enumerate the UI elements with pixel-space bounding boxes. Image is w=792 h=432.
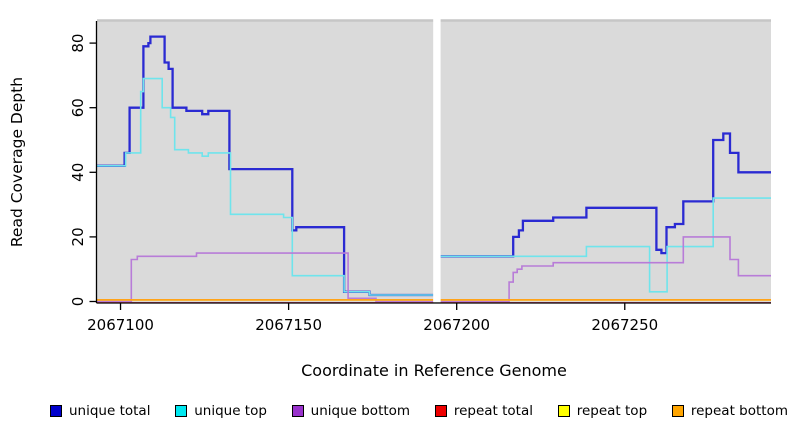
legend-label: unique top	[194, 403, 267, 419]
y-tick-label: 40	[69, 163, 87, 182]
series-line	[97, 35, 434, 297]
y-tick-label: 0	[69, 297, 87, 307]
legend-item: repeat top	[557, 403, 648, 419]
legend-label: repeat top	[576, 403, 648, 419]
legend-swatch	[175, 405, 188, 417]
x-tick-label: 2067200	[423, 316, 490, 334]
legend-item: repeat bottom	[671, 403, 788, 419]
legend-label: repeat total	[453, 403, 533, 419]
legend-swatch	[434, 405, 447, 417]
x-tick-label: 2067100	[87, 316, 154, 334]
y-tick-label: 60	[69, 98, 87, 117]
series-line	[440, 197, 771, 293]
legend-item: repeat total	[434, 403, 533, 419]
legend-label: unique total	[69, 403, 151, 419]
legend-item: unique top	[175, 403, 267, 419]
series-line	[440, 132, 771, 258]
x-axis-title: Coordinate in Reference Genome	[301, 361, 567, 380]
legend-item: unique total	[50, 403, 150, 419]
series-line	[97, 252, 434, 303]
plot-area: 0 20 40 60 80 2067100 2067150 2067200 2067250	[69, 19, 771, 334]
x-tick-label: 2067150	[255, 316, 322, 334]
y-tick-label: 20	[69, 227, 87, 246]
gap-band	[433, 19, 441, 302]
legend-item: unique bottom	[291, 403, 411, 419]
legend-swatch	[557, 405, 570, 417]
legend-label: unique bottom	[310, 403, 411, 419]
legend: unique total unique top unique bottom repea…	[50, 399, 788, 423]
series-line	[97, 77, 434, 296]
y-tick-label: 80	[69, 34, 87, 53]
y-axis-title: Read Coverage Depth	[8, 77, 26, 247]
legend-label: repeat bottom	[690, 403, 788, 419]
x-tick-label: 2067250	[591, 316, 658, 334]
legend-swatch	[50, 405, 62, 417]
series-line	[440, 236, 771, 303]
legend-swatch	[291, 405, 304, 417]
legend-swatch	[671, 405, 684, 417]
